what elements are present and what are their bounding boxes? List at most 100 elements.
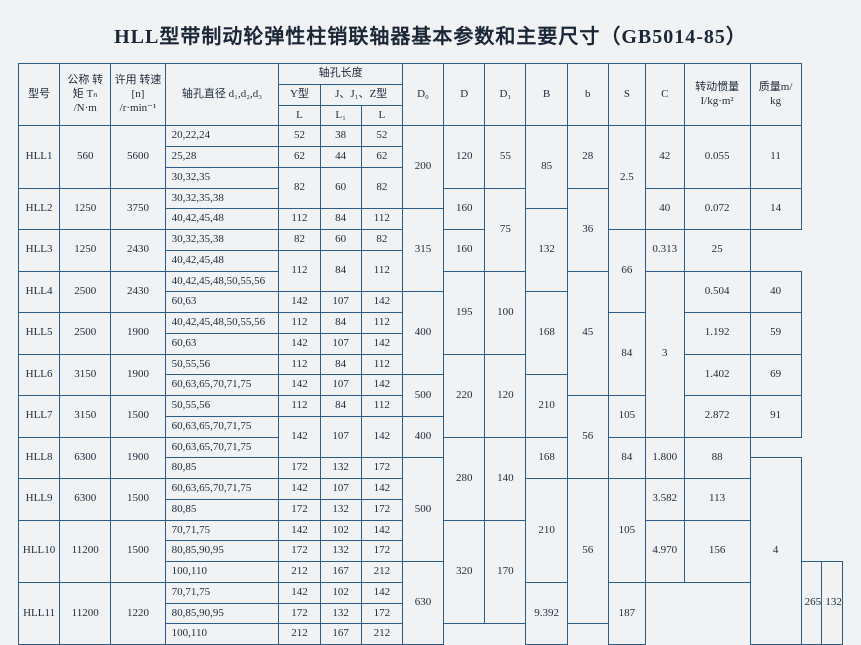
- cell: 105: [608, 479, 645, 583]
- cell: 112: [279, 396, 320, 417]
- cell: 172: [279, 603, 320, 624]
- cell: 2.5: [608, 126, 645, 230]
- cell: 142: [279, 479, 320, 500]
- cell: 142: [361, 292, 402, 313]
- cell: 91: [750, 396, 801, 438]
- cell: 167: [320, 624, 361, 645]
- cell-model: HLL11: [19, 582, 60, 644]
- cell: 112: [361, 396, 402, 417]
- cell-model: HLL3: [19, 230, 60, 272]
- hdr-bore-dia: 轴孔直径 d₁,d₂,d₃: [165, 64, 279, 126]
- cell: 82: [361, 167, 402, 209]
- cell-dia: 30,32,35: [165, 167, 279, 188]
- cell-dia: 80,85,90,95: [165, 603, 279, 624]
- cell: 56: [567, 479, 608, 624]
- cell: 400: [402, 416, 443, 458]
- cell: 142: [361, 479, 402, 500]
- cell-dia: 20,22,24: [165, 126, 279, 147]
- cell: 102: [320, 582, 361, 603]
- hdr-mass: 质量m/ kg: [750, 64, 801, 126]
- cell-dia: 50,55,56: [165, 354, 279, 375]
- hdr-inertia: 转动惯量 I/kg·m²: [684, 64, 750, 126]
- cell: 142: [361, 582, 402, 603]
- cell: 45: [567, 271, 608, 396]
- cell: 120: [485, 354, 526, 437]
- cell-torque: 11200: [60, 520, 111, 582]
- cell: 3: [645, 271, 684, 437]
- cell-speed: 1500: [111, 479, 165, 521]
- cell-dia: 60,63,65,70,71,75: [165, 479, 279, 500]
- cell-dia: 60,63,65,70,71,75: [165, 416, 279, 437]
- cell: 66: [608, 230, 645, 313]
- cell: 40: [750, 271, 801, 313]
- cell-model: HLL9: [19, 479, 60, 521]
- cell: 60: [320, 230, 361, 251]
- cell: 62: [361, 147, 402, 168]
- cell-speed: 1900: [111, 354, 165, 396]
- cell: 220: [444, 354, 485, 437]
- cell: 187: [608, 582, 645, 644]
- hdr-ytype: Y型: [279, 84, 320, 105]
- cell: 168: [526, 292, 567, 375]
- hdr-L: L: [279, 105, 320, 126]
- cell-model: HLL10: [19, 520, 60, 582]
- cell: 142: [361, 520, 402, 541]
- cell: 132: [526, 209, 567, 292]
- cell-speed: 3750: [111, 188, 165, 230]
- cell-speed: 2430: [111, 271, 165, 313]
- cell: 9.392: [526, 582, 567, 644]
- cell-dia: 40,42,45,48,50,55,56: [165, 313, 279, 334]
- cell: 82: [279, 167, 320, 209]
- cell: 142: [361, 416, 402, 458]
- cell: 132: [320, 541, 361, 562]
- cell: 212: [279, 624, 320, 645]
- cell: 107: [320, 333, 361, 354]
- cell: 500: [402, 458, 443, 562]
- cell-model: HLL4: [19, 271, 60, 313]
- cell-dia: 30,32,35,38: [165, 230, 279, 251]
- cell-model: HLL5: [19, 313, 60, 355]
- cell-dia: 70,71,75: [165, 520, 279, 541]
- cell: 85: [526, 126, 567, 209]
- cell: 0.072: [684, 188, 750, 230]
- cell: 120: [444, 126, 485, 188]
- cell: 84: [320, 250, 361, 292]
- cell: 3.582: [645, 479, 684, 521]
- cell-dia: 70,71,75: [165, 582, 279, 603]
- cell-speed: 1220: [111, 582, 165, 644]
- cell: 142: [279, 582, 320, 603]
- cell: 112: [279, 313, 320, 334]
- cell: 132: [320, 499, 361, 520]
- cell-model: HLL6: [19, 354, 60, 396]
- cell: 0.055: [684, 126, 750, 188]
- hdr-speed: 许用 转速[n] /r·min⁻¹: [111, 64, 165, 126]
- cell-torque: 6300: [60, 437, 111, 479]
- cell: 160: [444, 188, 485, 230]
- cell: 36: [567, 188, 608, 271]
- hdr-Lz: L: [361, 105, 402, 126]
- cell: 210: [526, 479, 567, 583]
- cell: 105: [608, 396, 645, 438]
- cell: 84: [608, 313, 645, 396]
- cell: 62: [279, 147, 320, 168]
- cell: 59: [750, 313, 801, 355]
- cell: 107: [320, 479, 361, 500]
- cell: 100: [485, 271, 526, 354]
- cell: 102: [320, 520, 361, 541]
- cell: 210: [526, 375, 567, 437]
- hdr-b: b: [567, 64, 608, 126]
- cell: 1.192: [684, 313, 750, 355]
- cell-torque: 3150: [60, 396, 111, 438]
- cell-dia: 60,63,65,70,71,75: [165, 437, 279, 458]
- cell: 1.402: [684, 354, 750, 396]
- hdr-L1: L₁: [320, 105, 361, 126]
- cell: 38: [320, 126, 361, 147]
- cell-dia: 80,85: [165, 458, 279, 479]
- cell: 25: [684, 230, 750, 272]
- cell: 200: [402, 126, 443, 209]
- cell: 140: [485, 437, 526, 520]
- cell: 82: [361, 230, 402, 251]
- cell: 132: [320, 603, 361, 624]
- cell-dia: 40,42,45,48: [165, 250, 279, 271]
- page-title: HLL型带制动轮弹性柱销联轴器基本参数和主要尺寸（GB5014-85）: [18, 20, 843, 49]
